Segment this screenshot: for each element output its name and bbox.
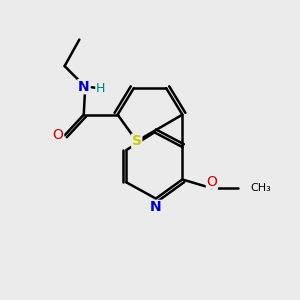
- Text: CH₃: CH₃: [251, 183, 272, 193]
- Text: N: N: [78, 80, 90, 94]
- Text: N: N: [150, 200, 162, 214]
- Text: H: H: [96, 82, 105, 95]
- Text: O: O: [53, 128, 64, 142]
- Text: O: O: [206, 175, 217, 189]
- Text: S: S: [132, 134, 142, 148]
